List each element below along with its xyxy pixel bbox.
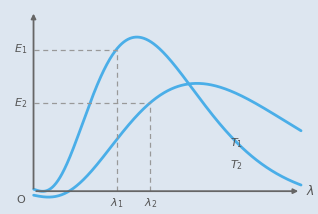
Text: $\lambda_2$: $\lambda_2$ — [144, 196, 157, 210]
Text: O: O — [17, 195, 26, 205]
Text: $T_1$: $T_1$ — [230, 136, 243, 150]
Text: $\lambda_1$: $\lambda_1$ — [110, 196, 123, 210]
Text: $\lambda$: $\lambda$ — [306, 184, 314, 198]
Text: $T_2$: $T_2$ — [230, 158, 243, 172]
Text: $E_1$: $E_1$ — [14, 43, 27, 56]
Text: $E_2$: $E_2$ — [14, 96, 27, 110]
